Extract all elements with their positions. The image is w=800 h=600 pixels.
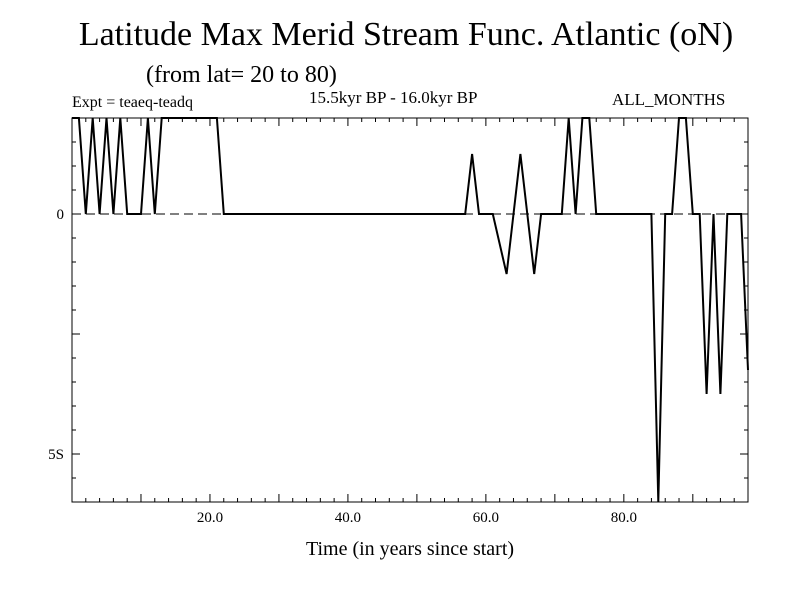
months-label: ALL_MONTHS (612, 90, 726, 109)
y-tick-label: 0 (57, 207, 65, 223)
y-tick-labels: 0 5S (48, 207, 64, 463)
x-tick-labels: 20.0 40.0 60.0 80.0 (197, 510, 637, 526)
x-tick-label: 80.0 (611, 510, 637, 526)
x-tick-label: 20.0 (197, 510, 223, 526)
x-tick-label: 40.0 (335, 510, 361, 526)
series-line (72, 117, 749, 503)
chart-title: Latitude Max Merid Stream Func. Atlantic… (78, 16, 734, 53)
chart-subtitle: (from lat= 20 to 80) (146, 62, 337, 88)
plot-frame (71, 117, 749, 503)
period-label: 15.5kyr BP - 16.0kyr BP (309, 88, 478, 107)
experiment-label: Expt = teaeq-teadq (72, 94, 193, 111)
x-tick-label: 60.0 (473, 510, 499, 526)
y-tick-label: 5S (48, 447, 64, 463)
x-axis-label: Time (in years since start) (306, 538, 514, 560)
tick-marks (72, 118, 748, 502)
